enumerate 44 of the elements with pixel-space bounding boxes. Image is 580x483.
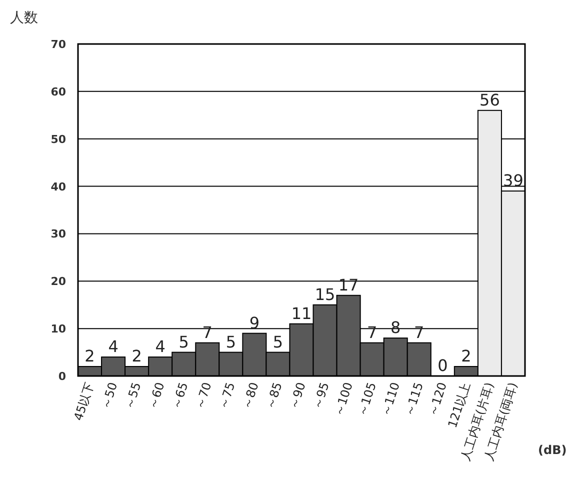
data-label: 2: [132, 346, 142, 366]
data-label: 5: [178, 332, 189, 352]
data-label: 7: [414, 322, 424, 342]
x-axis-title: (dB): [538, 443, 567, 457]
data-label: 0: [438, 356, 448, 375]
x-tick-label: ～115: [402, 380, 426, 418]
x-tick-label: ～70: [192, 380, 214, 411]
data-label: 56: [480, 90, 500, 110]
data-label: 7: [202, 322, 212, 342]
x-tick-label: ～55: [122, 380, 144, 411]
data-label: 15: [314, 284, 336, 304]
x-tick-label: ～80: [240, 380, 262, 411]
data-label: 39: [503, 171, 524, 190]
x-tick-label: ～90: [286, 380, 308, 411]
x-tick-label: ～85: [263, 380, 285, 411]
y-tick-label: 50: [50, 132, 66, 146]
x-tick-label: 45以下: [71, 380, 97, 422]
data-label: 5: [226, 332, 236, 352]
data-label: 2: [84, 346, 95, 366]
x-tick-label: ～105: [354, 380, 379, 418]
x-tick-label: ～65: [168, 380, 191, 411]
x-tick-label: ～75: [216, 380, 238, 411]
data-label: 2: [461, 346, 472, 366]
y-tick-label: 0: [58, 370, 66, 383]
data-label: 4: [155, 337, 166, 356]
x-tick-label: ～60: [145, 380, 168, 411]
data-label: 9: [249, 313, 260, 332]
x-tick-label: ～110: [378, 380, 402, 418]
data-label: 4: [108, 337, 118, 356]
data-label: 11: [291, 304, 312, 323]
x-tick-label: ～100: [331, 380, 356, 418]
y-tick-label: 70: [50, 38, 66, 51]
data-label: 7: [366, 322, 378, 342]
y-tick-label: 10: [50, 322, 66, 336]
data-label: 17: [338, 275, 359, 294]
y-tick-label: 20: [50, 275, 66, 288]
y-axis-title: 人数: [10, 10, 38, 26]
y-tick-label: 40: [50, 180, 66, 194]
y-tick-label: 30: [50, 228, 66, 241]
y-tick-label: 60: [50, 85, 66, 98]
x-tick-label: ～50: [98, 380, 120, 411]
x-tick-label: ～120: [425, 380, 450, 418]
data-label: 5: [272, 332, 284, 352]
x-tick-label: ～95: [310, 380, 332, 411]
